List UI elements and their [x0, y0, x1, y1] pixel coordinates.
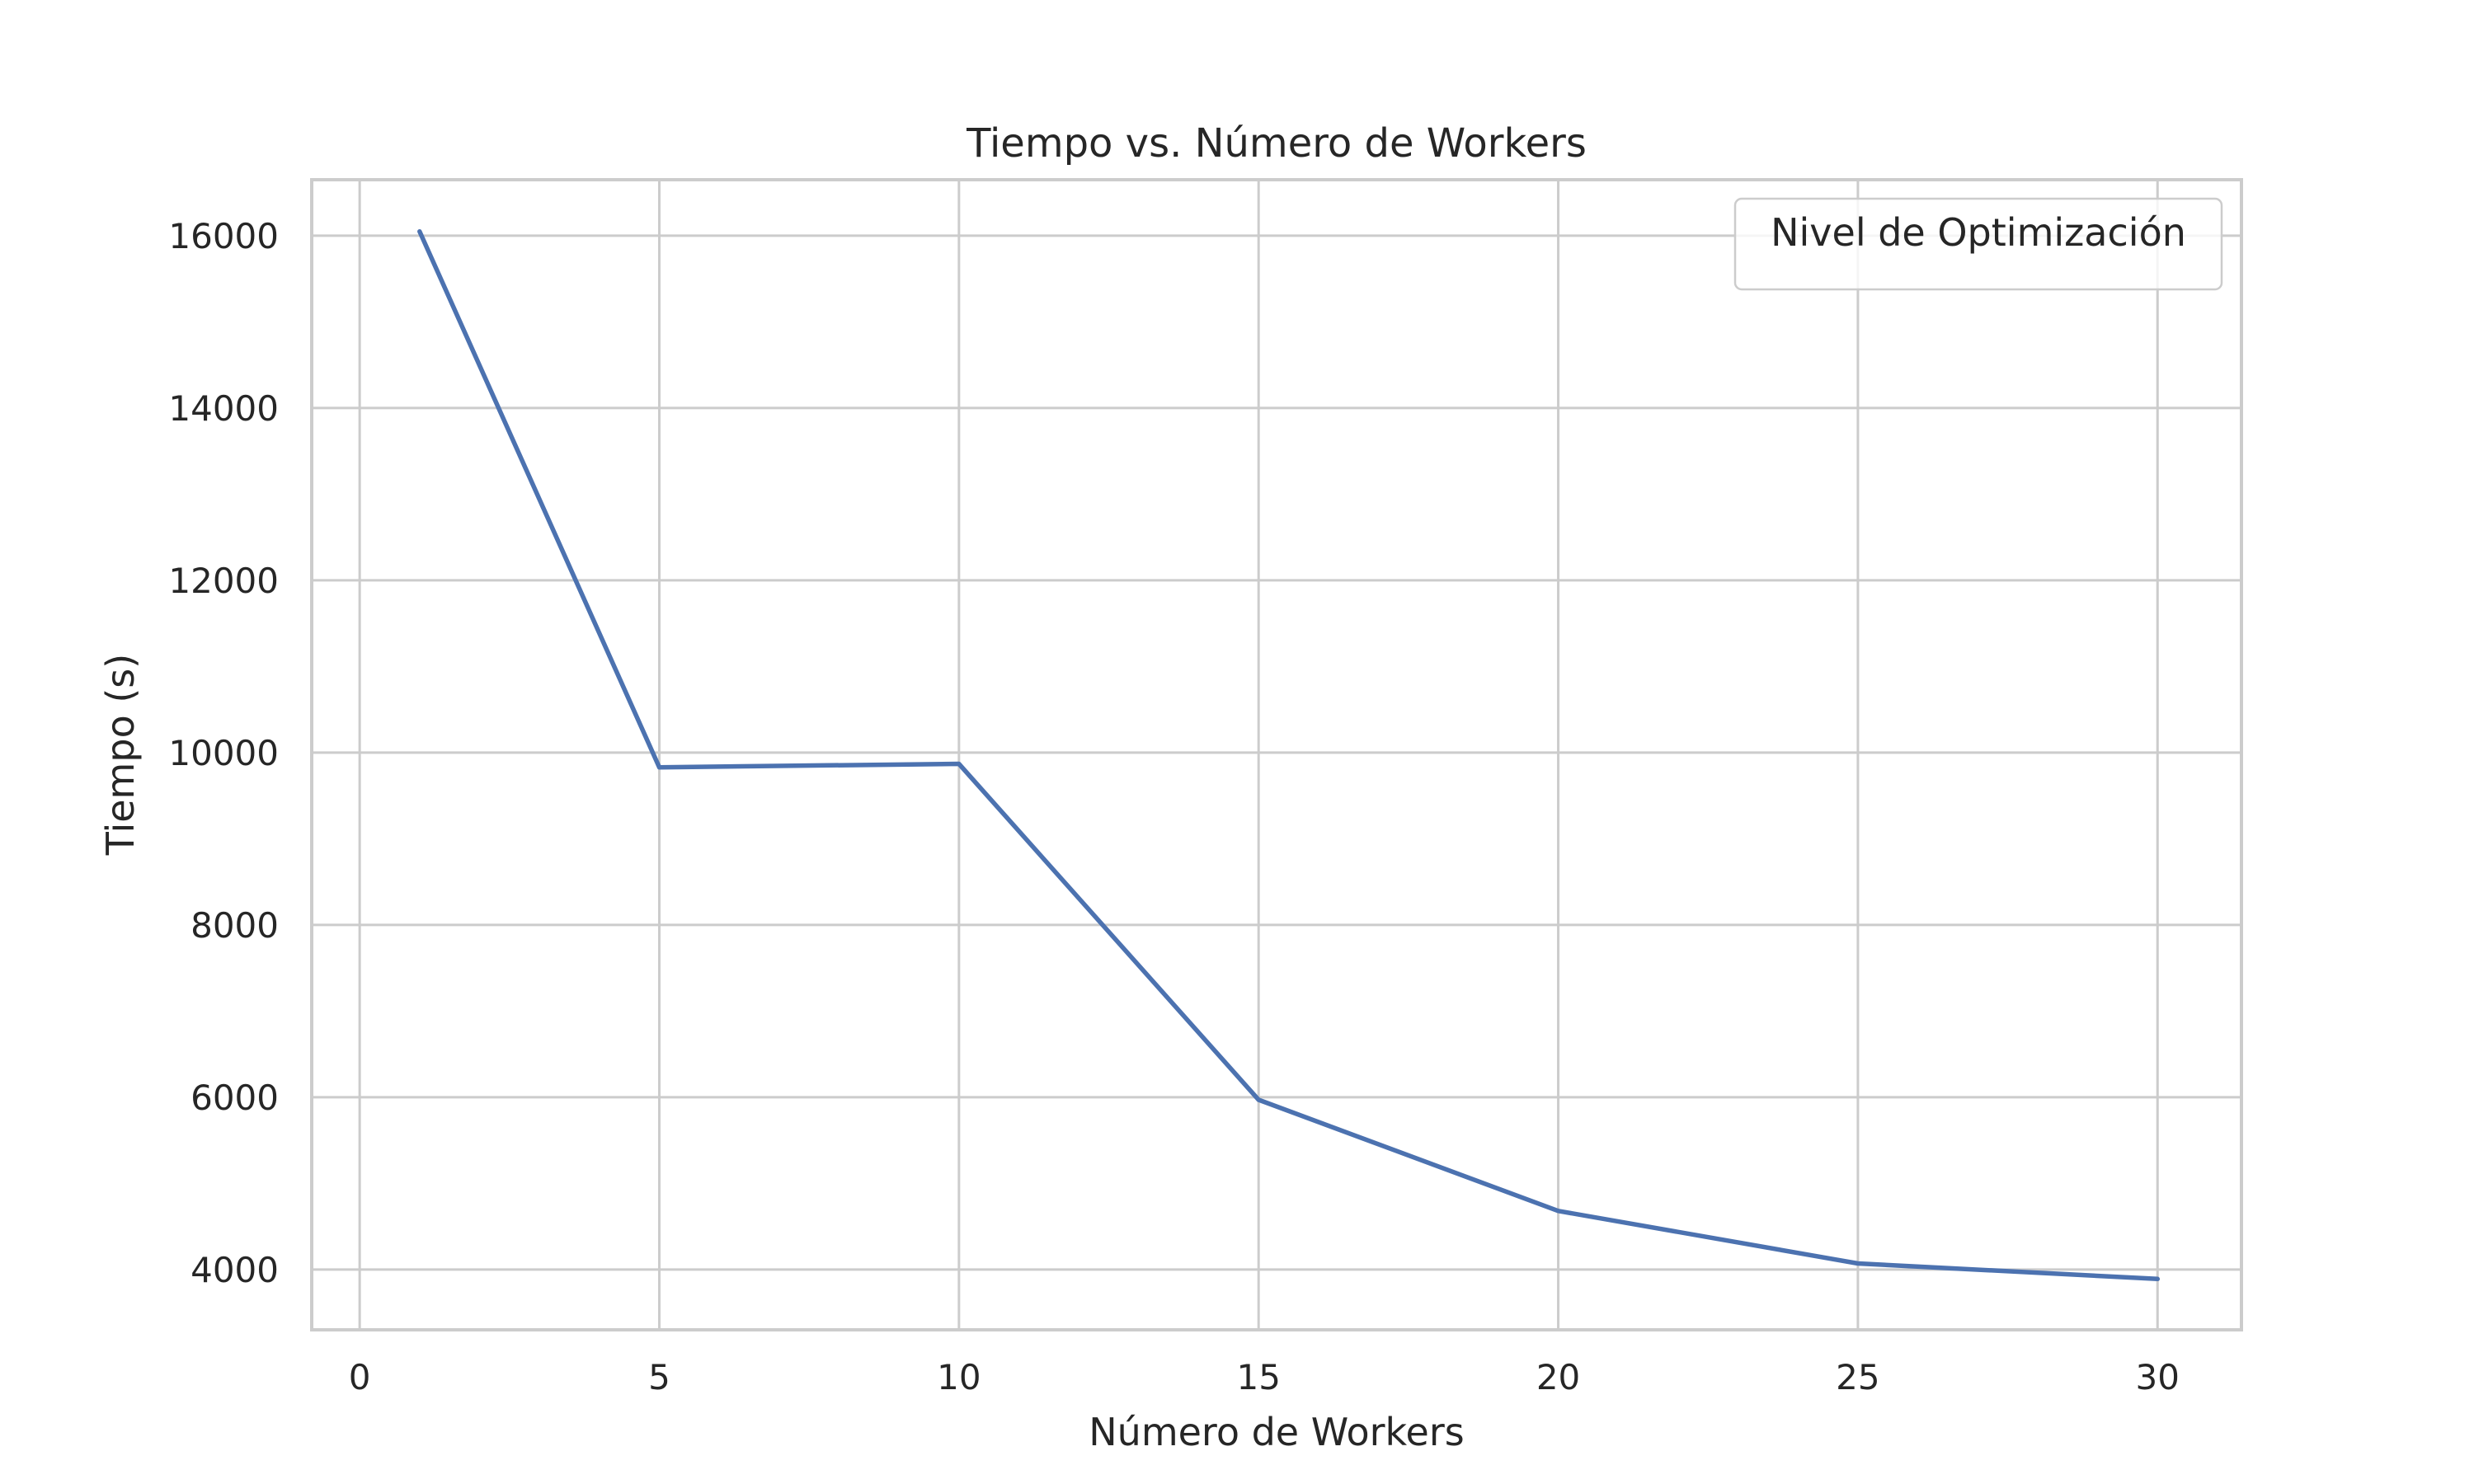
chart-title: Tiempo vs. Número de Workers: [966, 120, 1587, 167]
grid: [312, 180, 2241, 1330]
x-tick-label-0: 0: [349, 1357, 371, 1397]
y-tick-label-0: 4000: [190, 1250, 279, 1290]
legend-box: [1733, 197, 2223, 291]
series-layer: [417, 228, 2161, 1282]
plot-frame: [310, 178, 2243, 1331]
y-tick-label-4: 12000: [168, 561, 279, 601]
legend-title: Nivel de Optimización: [1771, 210, 2186, 255]
x-tick-labels: 0 5 10 15 20 25 30: [349, 1357, 2180, 1397]
y-tick-label-6: 16000: [168, 216, 279, 256]
x-tick-label-1: 5: [648, 1357, 670, 1397]
y-tick-labels: 4000 6000 8000 10000 12000 14000 16000: [168, 216, 279, 1290]
x-tick-label-2: 10: [937, 1357, 981, 1397]
y-axis-label: Tiempo (s): [98, 654, 143, 856]
x-axis-label: Número de Workers: [1089, 1410, 1465, 1454]
y-tick-label-2: 8000: [190, 905, 279, 946]
x-tick-label-4: 20: [1536, 1357, 1580, 1397]
legend: Nivel de Optimización: [1733, 197, 2223, 291]
series-line-0: [417, 228, 2161, 1282]
y-tick-label-1: 6000: [190, 1078, 279, 1118]
x-tick-label-6: 30: [2136, 1357, 2180, 1397]
x-tick-label-3: 15: [1236, 1357, 1280, 1397]
y-tick-label-5: 14000: [168, 388, 279, 429]
x-tick-label-5: 25: [1836, 1357, 1879, 1397]
y-tick-label-3: 10000: [168, 733, 279, 773]
